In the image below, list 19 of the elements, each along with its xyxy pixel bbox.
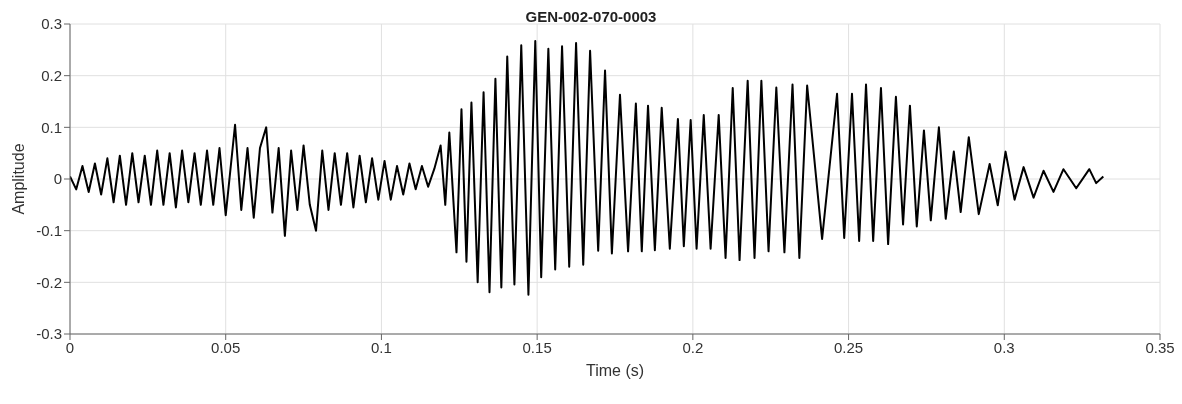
- y-tick-label: 0.3: [41, 15, 62, 33]
- chart-title: GEN-002-070-0003: [525, 8, 657, 25]
- x-axis-title: Time (s): [585, 362, 645, 379]
- y-tick-label: -0.2: [36, 273, 62, 291]
- y-tick-label: -0.3: [36, 325, 62, 343]
- x-tick-label: 0.2: [682, 338, 704, 356]
- line-series: [70, 40, 1105, 296]
- x-tick-label: 0.15: [522, 338, 552, 356]
- x-tick-label: 0.35: [1145, 338, 1175, 356]
- y-tick-label: -0.1: [36, 221, 62, 239]
- x-tick-label: 0.25: [833, 338, 864, 356]
- x-tick-label: 0: [65, 338, 75, 356]
- x-tick-label: 0.3: [993, 338, 1015, 356]
- y-axis-title: Amplitude: [9, 143, 27, 215]
- y-tick-label: 0.2: [41, 66, 62, 84]
- x-tick-label: 0.05: [211, 338, 241, 356]
- x-tick-label: 0.1: [371, 338, 392, 356]
- y-tick-label: 0: [53, 170, 62, 188]
- y-tick-label: 0.1: [41, 118, 62, 136]
